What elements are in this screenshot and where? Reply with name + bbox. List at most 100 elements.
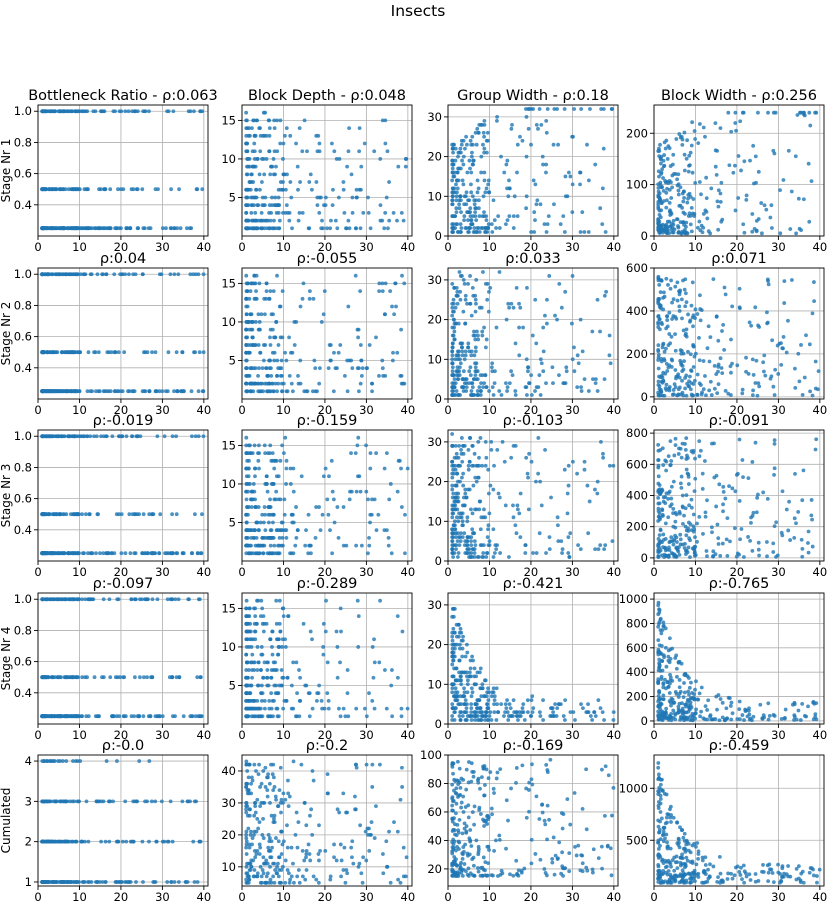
data-point — [260, 691, 265, 696]
x-tick-label: 10 — [482, 565, 497, 579]
data-point — [157, 389, 162, 394]
data-point — [800, 498, 805, 503]
data-point — [244, 304, 249, 309]
data-point — [452, 519, 457, 524]
data-point — [456, 519, 461, 524]
data-point — [281, 180, 285, 184]
data-point — [814, 437, 819, 442]
data-point — [357, 474, 362, 479]
data-point — [82, 272, 87, 277]
data-point — [181, 714, 186, 719]
data-point — [450, 515, 455, 520]
data-point — [357, 389, 361, 394]
data-point — [390, 668, 394, 672]
data-point — [451, 333, 456, 338]
data-point — [341, 505, 346, 509]
data-point — [754, 358, 759, 363]
data-point — [661, 296, 665, 300]
data-point — [480, 682, 485, 687]
data-point — [317, 149, 322, 154]
data-point — [566, 535, 571, 540]
data-point — [140, 597, 144, 602]
data-point — [253, 551, 258, 556]
data-point — [511, 305, 516, 310]
data-point — [244, 535, 249, 540]
data-point — [656, 463, 661, 468]
data-point — [200, 512, 204, 517]
data-point — [65, 350, 70, 355]
data-point — [323, 195, 328, 200]
data-point — [244, 110, 249, 115]
data-point — [76, 109, 81, 114]
data-point — [381, 373, 386, 378]
data-point — [813, 447, 818, 452]
data-point — [682, 196, 686, 200]
data-point — [810, 311, 815, 316]
data-point — [772, 472, 776, 477]
data-point — [578, 547, 583, 551]
data-point — [250, 335, 255, 340]
data-point — [687, 503, 691, 508]
data-point — [258, 126, 262, 131]
data-point — [730, 304, 735, 309]
data-point — [469, 222, 474, 226]
data-point — [57, 272, 62, 277]
data-point — [695, 312, 700, 316]
data-point — [816, 369, 821, 374]
data-point — [117, 434, 122, 439]
data-point — [199, 551, 204, 556]
data-point — [259, 698, 264, 703]
data-point — [252, 273, 257, 278]
data-point — [656, 501, 661, 506]
data-point — [506, 301, 511, 306]
data-point — [317, 505, 321, 509]
data-point — [457, 166, 462, 171]
data-point — [749, 323, 754, 328]
data-point — [307, 296, 312, 301]
data-point — [507, 186, 512, 191]
data-point — [485, 281, 490, 286]
y-tick-label: 1.0 — [14, 267, 32, 281]
data-point — [698, 307, 703, 311]
y-tick-label: 15 — [221, 438, 236, 452]
data-point — [42, 187, 47, 192]
data-point — [374, 528, 379, 533]
data-point — [58, 109, 63, 114]
data-point — [116, 187, 120, 192]
data-point — [276, 645, 281, 649]
data-point — [470, 443, 475, 448]
y-tick-label: 10 — [427, 189, 442, 203]
data-point — [453, 523, 457, 528]
data-point — [536, 385, 541, 389]
data-point — [399, 210, 404, 215]
data-point — [661, 495, 666, 500]
data-point — [741, 110, 746, 115]
data-point — [460, 475, 464, 480]
data-point — [657, 545, 662, 550]
data-point — [744, 355, 748, 360]
data-point — [465, 539, 470, 544]
data-point — [668, 341, 673, 346]
data-point — [471, 162, 475, 167]
data-point — [789, 189, 794, 194]
data-point — [458, 463, 462, 468]
y-tick-label: 400 — [626, 489, 648, 503]
data-point — [468, 206, 473, 211]
data-point — [656, 474, 661, 479]
data-point — [268, 289, 273, 294]
data-point — [656, 185, 661, 190]
data-point — [262, 381, 267, 386]
data-point — [757, 553, 761, 558]
data-point — [455, 289, 460, 294]
data-point — [357, 187, 362, 192]
data-point — [468, 138, 473, 143]
data-point — [259, 218, 263, 223]
data-point — [725, 516, 730, 520]
data-point — [464, 385, 469, 389]
data-point — [399, 505, 404, 509]
data-point — [451, 491, 456, 496]
data-point — [280, 637, 285, 642]
data-point — [360, 366, 365, 371]
data-point — [463, 293, 468, 298]
